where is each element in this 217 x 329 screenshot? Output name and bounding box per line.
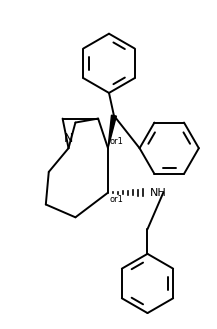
Text: NH: NH [150,188,166,198]
Text: or1: or1 [110,137,124,146]
Text: or1: or1 [110,195,124,204]
Text: N: N [64,132,73,145]
Polygon shape [108,115,116,148]
